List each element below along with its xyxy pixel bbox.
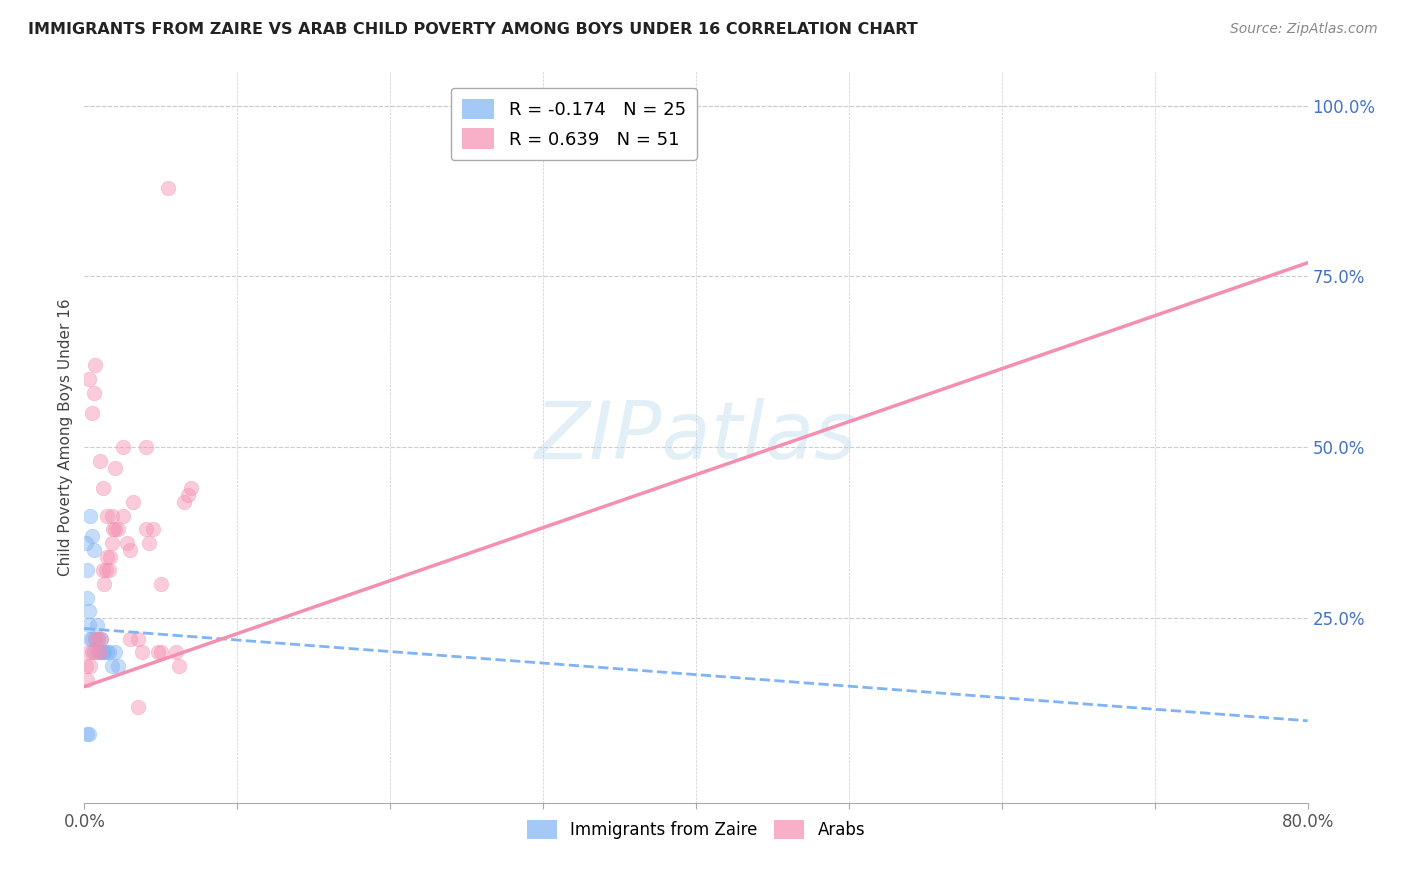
Point [111,440,134,454]
Y-axis label: Child Poverty Among Boys Under 16: Child Poverty Among Boys Under 16 [58,298,73,576]
Point [89,454,111,468]
Point [84,632,107,646]
Point [93,577,115,591]
Point [135,440,157,454]
Point [89,645,111,659]
Point [80,406,103,420]
Point [96,645,118,659]
Point [94,563,117,577]
Point [120,632,142,646]
Point [80,632,103,646]
Point [83,542,105,557]
Point [91,563,114,577]
Legend: Immigrants from Zaire, Arabs: Immigrants from Zaire, Arabs [520,814,872,846]
Point [107,659,129,673]
Point [157,180,180,194]
Point [84,359,107,373]
Point [90,632,112,646]
Point [149,645,172,659]
Point [104,522,127,536]
Point [146,645,169,659]
Point [93,645,115,659]
Point [120,542,142,557]
Point [98,549,121,564]
Point [87,632,110,646]
Text: Source: ZipAtlas.com: Source: ZipAtlas.com [1230,22,1378,37]
Point [80,645,103,659]
Point [76,563,98,577]
Point [101,659,124,673]
Point [104,645,127,659]
Point [79,659,101,673]
Point [77,727,100,741]
Point [96,549,118,564]
Point [77,372,100,386]
Point [122,495,145,509]
Point [97,563,120,577]
Point [87,632,110,646]
Point [142,522,165,536]
Point [138,536,160,550]
Point [96,508,118,523]
Point [115,536,138,550]
Point [165,645,187,659]
Point [80,529,103,543]
Point [149,577,172,591]
Point [75,659,97,673]
Point [107,522,129,536]
Point [76,727,98,741]
Text: IMMIGRANTS FROM ZAIRE VS ARAB CHILD POVERTY AMONG BOYS UNDER 16 CORRELATION CHAR: IMMIGRANTS FROM ZAIRE VS ARAB CHILD POVE… [28,22,918,37]
Point [83,385,105,400]
Point [77,604,100,618]
Point [104,460,127,475]
Point [76,591,98,605]
Point [180,481,202,495]
Point [177,488,200,502]
Point [77,618,100,632]
Point [131,645,153,659]
Text: ZIPatlas: ZIPatlas [534,398,858,476]
Point [97,645,120,659]
Point [90,632,112,646]
Point [77,645,100,659]
Point [111,508,134,523]
Point [89,645,111,659]
Point [127,632,149,646]
Point [103,522,125,536]
Point [86,618,108,632]
Point [76,673,98,687]
Point [83,645,105,659]
Point [84,632,107,646]
Point [127,700,149,714]
Point [173,495,195,509]
Point [75,536,97,550]
Point [91,645,114,659]
Point [101,508,124,523]
Point [91,481,114,495]
Point [86,645,108,659]
Point [101,536,124,550]
Point [167,659,190,673]
Point [135,522,157,536]
Point [79,508,101,523]
Point [79,632,101,646]
